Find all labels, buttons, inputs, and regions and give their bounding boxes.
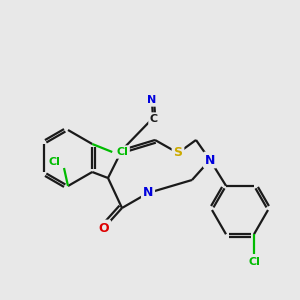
Text: Cl: Cl xyxy=(248,257,260,267)
Text: N: N xyxy=(143,187,153,200)
Text: N: N xyxy=(205,154,215,166)
Text: N: N xyxy=(147,95,157,105)
Text: C: C xyxy=(150,114,158,124)
Text: O: O xyxy=(99,221,109,235)
Text: Cl: Cl xyxy=(116,147,128,157)
Text: Cl: Cl xyxy=(48,157,60,167)
Text: S: S xyxy=(173,146,182,160)
